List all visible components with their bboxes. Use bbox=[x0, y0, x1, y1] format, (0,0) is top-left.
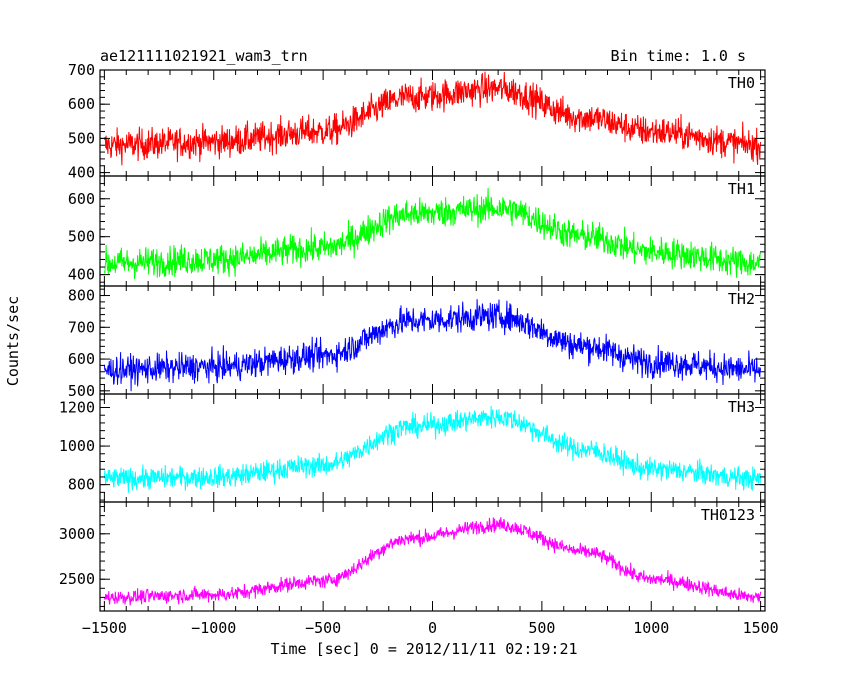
y-tick-label: 500 bbox=[68, 129, 95, 147]
y-tick-label: 500 bbox=[68, 228, 95, 246]
series-line-th1 bbox=[103, 187, 762, 280]
y-tick-label: 700 bbox=[68, 318, 95, 336]
x-tick-label: −1500 bbox=[82, 619, 127, 637]
series-line-th2 bbox=[103, 299, 762, 392]
x-tick-label: 500 bbox=[528, 619, 555, 637]
panel-label-th2: TH2 bbox=[728, 290, 755, 308]
panel-th1: 400 500 600 TH1 bbox=[68, 175, 766, 287]
series-line-th0 bbox=[103, 71, 762, 166]
y-tick-label: 3000 bbox=[59, 525, 95, 543]
panel-th3: 800 1000 1200 TH3 bbox=[59, 393, 766, 503]
panel-label-th3: TH3 bbox=[728, 398, 755, 416]
x-axis-label: Time [sec] 0 = 2012/11/11 02:19:21 bbox=[270, 640, 577, 658]
bin-time-label: Bin time: 1.0 s bbox=[611, 47, 746, 65]
x-tick-label: −1000 bbox=[191, 619, 236, 637]
y-tick-label: 700 bbox=[68, 61, 95, 79]
panels-group: 400 500 600 700 TH0 400 500 600 TH1 500 600 700 800 T… bbox=[59, 61, 779, 637]
y-tick-label: 2500 bbox=[59, 570, 95, 588]
y-tick-label: 400 bbox=[68, 266, 95, 284]
y-tick-label: 600 bbox=[68, 190, 95, 208]
y-tick-label: 600 bbox=[68, 350, 95, 368]
y-tick-label: 500 bbox=[68, 382, 95, 400]
panel-frame bbox=[99, 175, 766, 287]
x-tick-label: 0 bbox=[428, 619, 437, 637]
panel-frame bbox=[99, 393, 766, 503]
x-tick-label: 1500 bbox=[743, 619, 779, 637]
y-tick-label: 1200 bbox=[59, 399, 95, 417]
series-line-th3 bbox=[103, 405, 762, 493]
y-tick-label: 800 bbox=[68, 476, 95, 494]
series-line-th0123 bbox=[103, 517, 762, 606]
panel-label-th1: TH1 bbox=[728, 180, 755, 198]
panel-th0123: 2500 3000 TH0123 bbox=[59, 501, 766, 612]
y-tick-label: 800 bbox=[68, 287, 95, 305]
panel-th0: 400 500 600 700 TH0 bbox=[68, 61, 766, 182]
y-tick-label: 400 bbox=[68, 164, 95, 182]
panel-th2: 500 600 700 800 TH2 bbox=[68, 285, 766, 400]
panel-frame bbox=[99, 285, 766, 395]
x-tick-label: 1000 bbox=[633, 619, 669, 637]
chart-title: ae121111021921_wam3_trn bbox=[100, 47, 308, 65]
y-tick-label: 1000 bbox=[59, 437, 95, 455]
y-axis-label: Counts/sec bbox=[4, 296, 22, 386]
y-tick-label: 600 bbox=[68, 95, 95, 113]
x-tick-label: −500 bbox=[305, 619, 341, 637]
panel-label-th0123: TH0123 bbox=[701, 506, 755, 524]
panel-label-th0: TH0 bbox=[728, 74, 755, 92]
